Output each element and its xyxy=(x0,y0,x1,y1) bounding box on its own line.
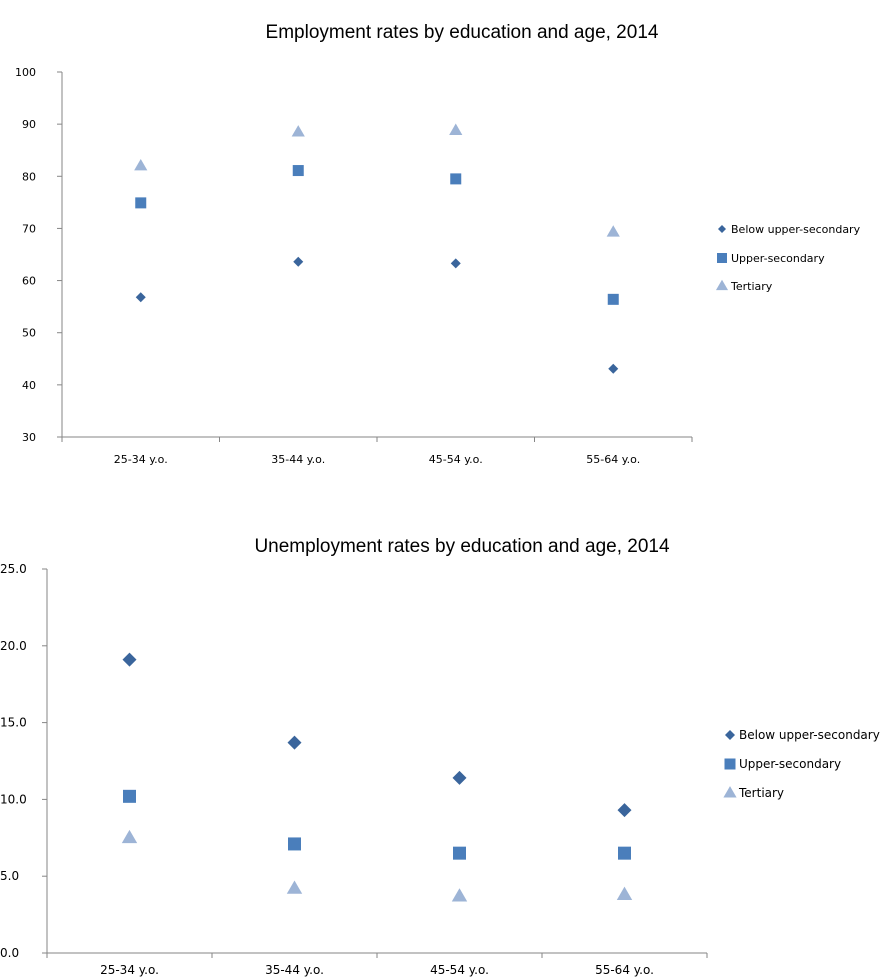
y-tick-label: 90 xyxy=(22,118,36,131)
y-tick-label: 100 xyxy=(15,66,36,79)
y-tick-label: 0.0 xyxy=(0,946,19,960)
legend-label: Tertiary xyxy=(730,280,773,293)
data-point-triangle xyxy=(291,125,305,137)
data-point-square xyxy=(288,837,301,851)
data-point-square xyxy=(135,197,147,209)
legend-marker-diamond xyxy=(718,225,726,233)
data-point-diamond xyxy=(287,735,302,750)
y-tick-label: 15.0 xyxy=(0,716,27,730)
data-point-square xyxy=(453,846,466,860)
y-tick-label: 30 xyxy=(22,431,36,444)
legend-label: Upper-secondary xyxy=(731,252,825,265)
data-point-square xyxy=(450,173,462,185)
y-tick-label: 80 xyxy=(22,170,36,183)
y-tick-label: 10.0 xyxy=(0,792,27,806)
x-tick-label: 35-44 y.o. xyxy=(271,453,325,466)
data-point-square xyxy=(607,293,619,305)
data-point-diamond xyxy=(450,258,461,269)
legend-label: Upper-secondary xyxy=(739,757,841,771)
legend-marker-triangle xyxy=(723,786,737,798)
y-tick-label: 50 xyxy=(22,327,36,340)
legend-marker-triangle xyxy=(715,279,729,291)
y-tick-label: 25.0 xyxy=(0,562,27,576)
x-tick-label: 35-44 y.o. xyxy=(265,963,324,977)
data-point-diamond xyxy=(135,292,146,303)
data-point-triangle xyxy=(606,225,620,237)
x-tick-label: 55-64 y.o. xyxy=(595,963,654,977)
data-point-square xyxy=(292,165,304,177)
data-point-triangle xyxy=(134,159,148,171)
x-tick-label: 25-34 y.o. xyxy=(114,453,168,466)
legend-label: Tertiary xyxy=(738,786,784,800)
x-tick-label: 25-34 y.o. xyxy=(100,963,159,977)
data-point-triangle xyxy=(121,829,138,844)
employment-chart: Employment rates by education and age, 2… xyxy=(15,22,861,466)
chart-title: Unemployment rates by education and age,… xyxy=(254,536,670,557)
x-tick-label: 45-54 y.o. xyxy=(429,453,483,466)
legend-label: Below upper-secondary xyxy=(731,223,861,236)
x-tick-label: 45-54 y.o. xyxy=(430,963,489,977)
y-tick-label: 60 xyxy=(22,275,36,288)
y-tick-label: 70 xyxy=(22,222,36,235)
y-tick-label: 5.0 xyxy=(0,869,19,883)
data-point-diamond xyxy=(293,256,304,267)
legend-marker-diamond xyxy=(725,730,735,740)
legend-marker-square xyxy=(724,758,736,770)
legend-marker-square xyxy=(717,253,727,263)
y-tick-label: 40 xyxy=(22,379,36,392)
data-point-diamond xyxy=(452,770,467,785)
y-tick-label: 20.0 xyxy=(0,639,27,653)
data-point-square xyxy=(123,789,136,803)
data-point-triangle xyxy=(451,888,468,902)
unemployment-chart: Unemployment rates by education and age,… xyxy=(0,536,880,977)
data-point-triangle xyxy=(449,123,463,135)
data-point-diamond xyxy=(122,652,137,667)
x-tick-label: 55-64 y.o. xyxy=(586,453,640,466)
data-point-triangle xyxy=(286,880,303,894)
data-point-triangle xyxy=(616,886,633,900)
data-point-diamond xyxy=(608,363,619,374)
data-point-diamond xyxy=(617,803,632,818)
data-point-square xyxy=(618,846,631,860)
legend-label: Below upper-secondary xyxy=(739,728,880,742)
chart-title: Employment rates by education and age, 2… xyxy=(266,22,659,43)
